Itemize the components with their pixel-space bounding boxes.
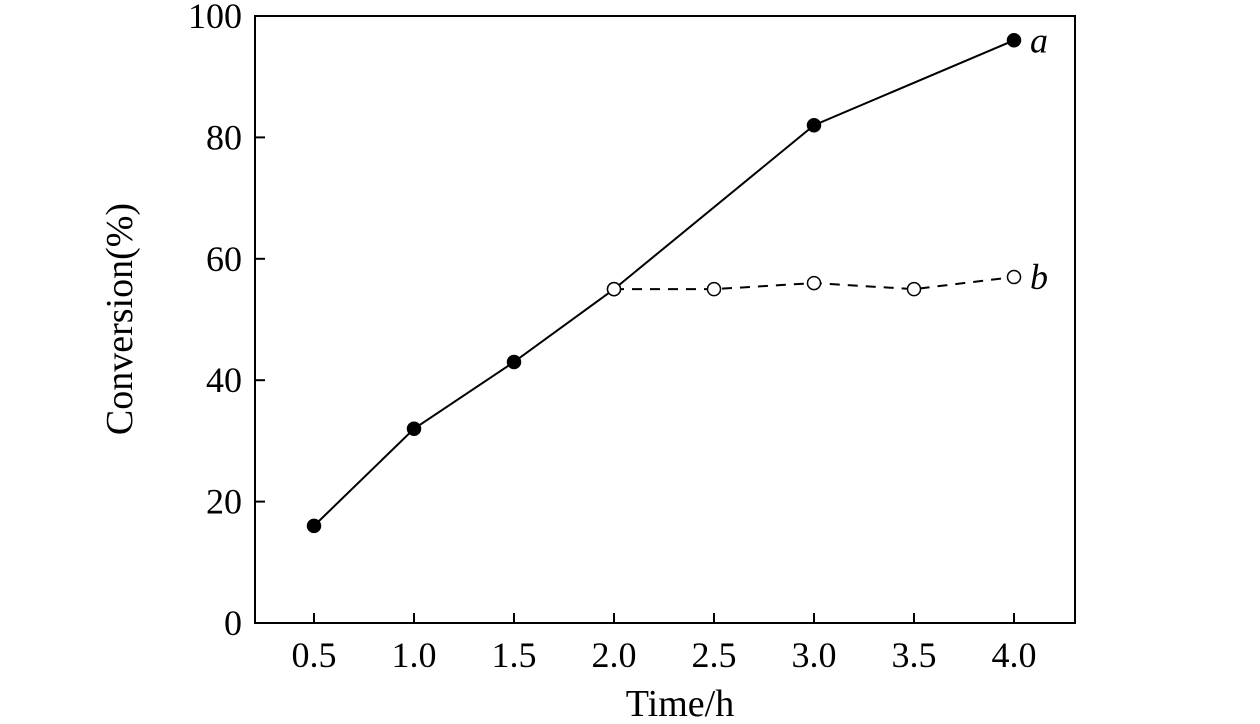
- x-tick-label: 3.5: [892, 635, 937, 675]
- series-a-point: [1006, 33, 1022, 48]
- x-axis-title: Time/h: [626, 683, 734, 724]
- x-tick-label: 3.0: [792, 635, 837, 675]
- series-b-point: [706, 281, 722, 297]
- series-b-point: [1006, 269, 1022, 285]
- x-tick-label: 2.5: [692, 635, 737, 675]
- series-b-point: [806, 275, 822, 291]
- x-tick-label: 1.0: [392, 635, 437, 675]
- series-a-point: [306, 518, 322, 534]
- series-a-point: [506, 354, 522, 370]
- y-tick-label: 20: [206, 482, 242, 522]
- series-points: [306, 33, 1022, 534]
- series-b-label: b: [1030, 257, 1048, 297]
- series-a-point: [806, 118, 822, 133]
- y-axis-ticks: 0 20 40 60 80 100: [188, 0, 265, 643]
- plot-frame: [254, 15, 1076, 624]
- x-tick-label: 1.5: [492, 635, 537, 675]
- y-tick-label: 80: [206, 117, 242, 157]
- x-tick-label: 4.0: [992, 635, 1037, 675]
- y-tick-label: 60: [206, 239, 242, 279]
- series-labels: ab: [1030, 20, 1048, 297]
- x-tick-label: 2.0: [592, 635, 637, 675]
- y-tick-label: 40: [206, 360, 242, 400]
- y-axis-title: Conversion(%): [99, 203, 141, 435]
- series-a-point: [406, 421, 422, 437]
- x-tick-label: 0.5: [292, 635, 337, 675]
- x-axis-ticks: 0.5 1.0 1.5 2.0 2.5 3.0 3.5 4.0: [292, 613, 1037, 675]
- series-b-point: [606, 281, 622, 297]
- series-a-label: a: [1030, 20, 1048, 60]
- series-b-point: [906, 281, 922, 297]
- series-lines: [313, 39, 1015, 527]
- y-tick-label: 100: [188, 0, 242, 36]
- y-tick-label: 0: [224, 603, 242, 643]
- series-a-line: [313, 39, 1015, 527]
